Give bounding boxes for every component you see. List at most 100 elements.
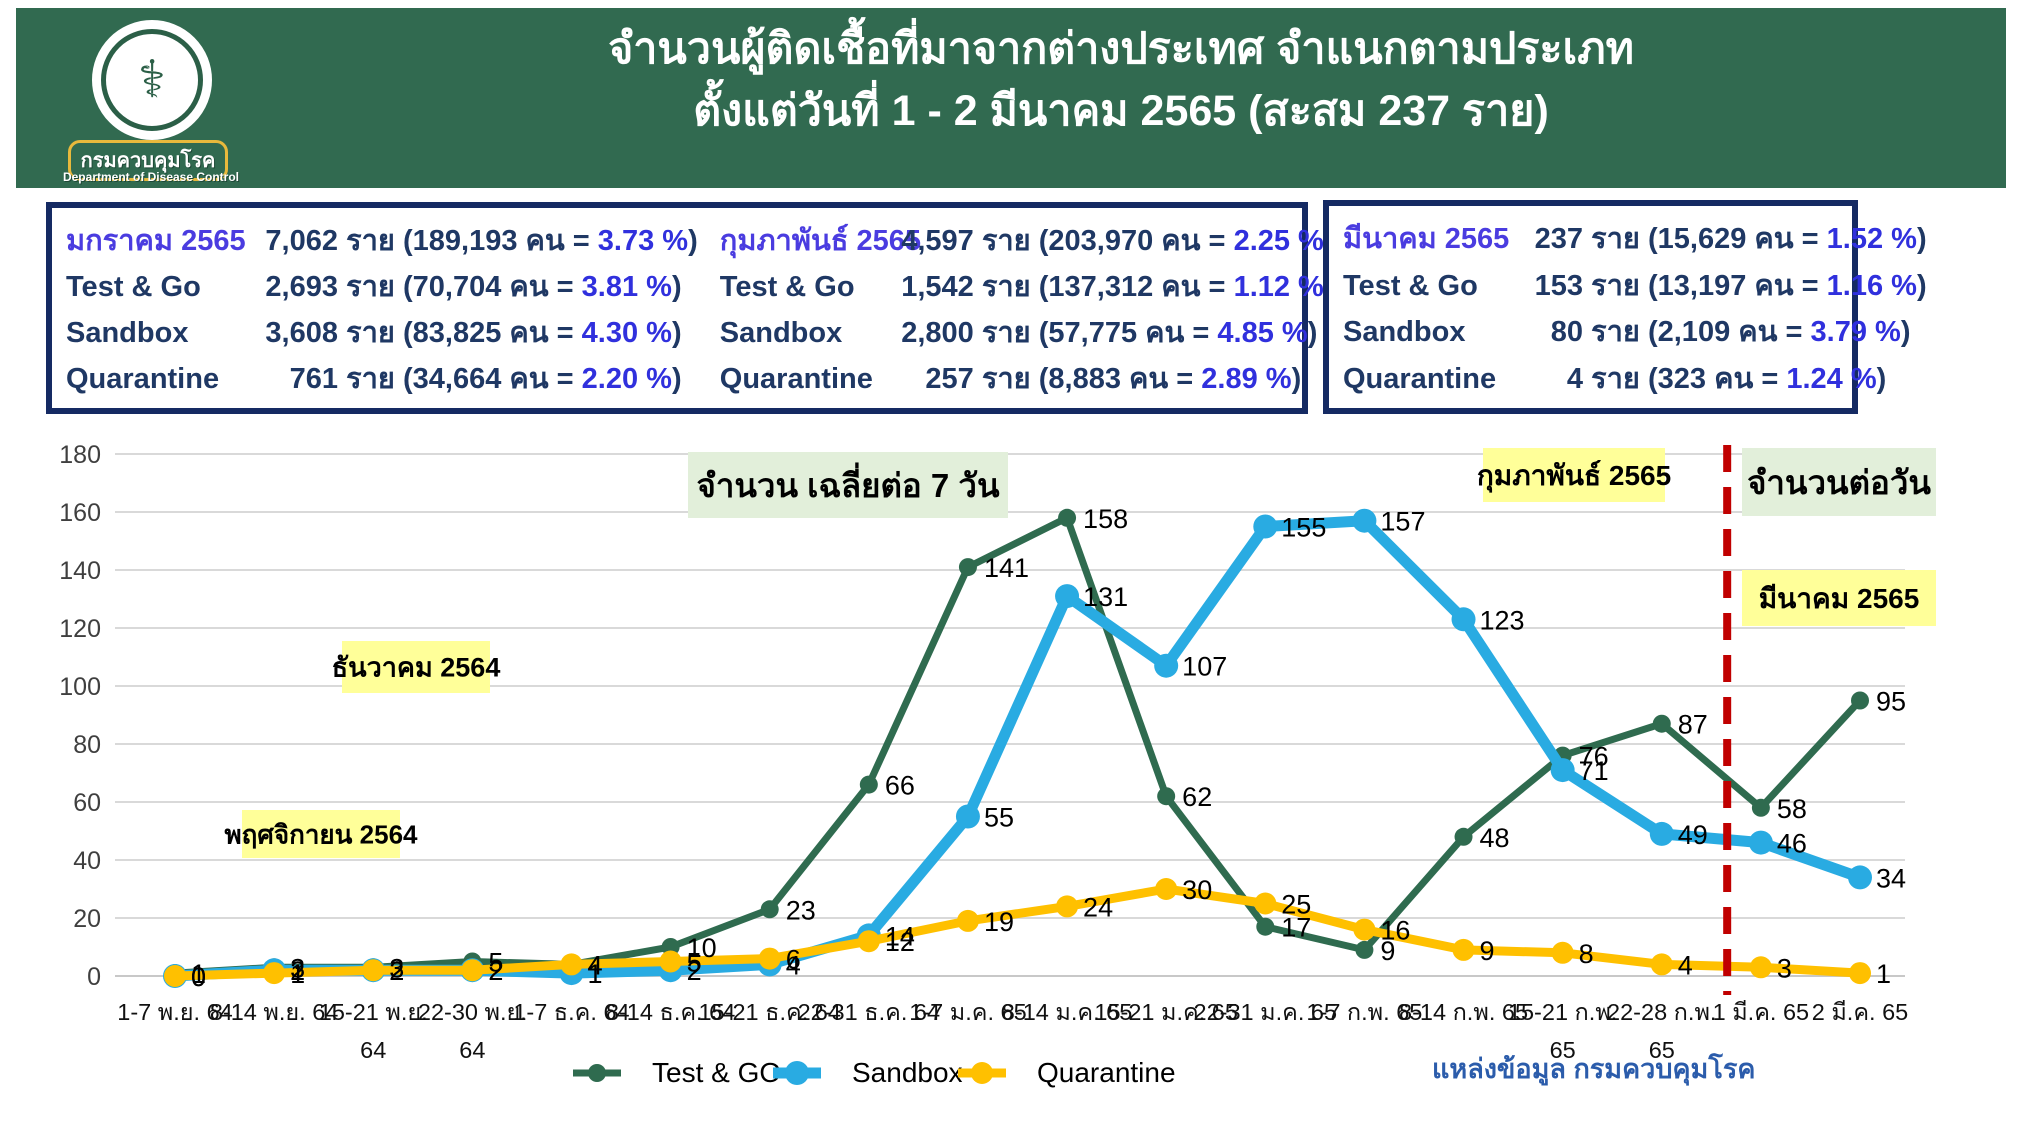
data-label: 9 (1380, 936, 1395, 966)
y-tick-label: 0 (87, 963, 101, 991)
data-point (1749, 956, 1772, 979)
data-label: 8 (1579, 939, 1594, 969)
summary-row: Test & Go1,542 ราย (137,312 คน = 1.12 %) (719, 271, 1334, 303)
x-tick-label: 8-14 ม.ค. 65 (1002, 999, 1133, 1025)
title-line-1: จำนวนผู้ติดเชื้อที่มาจากต่างประเทศ จำแนก… (608, 25, 1634, 73)
series-line-test-go (171, 514, 1864, 977)
data-label: 0 (191, 962, 206, 992)
data-point (164, 965, 186, 987)
data-point (560, 953, 583, 976)
data-point (1154, 653, 1179, 678)
data-point (1851, 691, 1869, 710)
data-label: 10 (687, 933, 717, 963)
data-point (1355, 940, 1374, 959)
data-point (1055, 584, 1080, 609)
y-tick-label: 20 (73, 905, 101, 933)
data-point (263, 962, 286, 985)
data-label: 107 (1182, 652, 1227, 682)
data-label: 14 (885, 921, 915, 951)
annotation-label-mar: มีนาคม 2565 (1759, 583, 1920, 614)
data-point (956, 909, 979, 932)
y-tick-label: 100 (59, 673, 101, 701)
moph-logo: ⚕ กรมควบคุมโรค Department of Disease Con… (56, 12, 246, 188)
data-label: 87 (1678, 710, 1708, 740)
annotation-feb (1483, 448, 1665, 502)
emblem-ring: ⚕ (101, 29, 203, 131)
data-label: 62 (1182, 782, 1212, 812)
header-banner: ⚕ กรมควบคุมโรค Department of Disease Con… (16, 8, 2006, 188)
summary-row: Sandbox 3,608 ราย (83,825 คน = 4.30 %) (66, 317, 682, 349)
data-label: 34 (1876, 863, 1906, 893)
summary-row: Test & Go 2,693 ราย (70,704 คน = 3.81 %) (66, 271, 682, 303)
data-label: 9 (1480, 936, 1495, 966)
data-point (1550, 758, 1575, 783)
summary-box-jan-feb: มกราคม 2565 7,062 ราย (189,193 คน = 3.73 … (46, 202, 1334, 414)
data-label: 25 (1281, 890, 1311, 920)
data-point (1650, 953, 1673, 976)
summary-row: Quarantine 257 ราย (8,883 คน = 2.89 %) (719, 363, 1302, 395)
data-label: 71 (1579, 756, 1609, 786)
page-title: จำนวนผู้ติดเชื้อที่มาจากต่างประเทศ จำแนก… (256, 18, 1986, 142)
x-tick-label: 8-14 ธ.ค. 64 (606, 999, 735, 1025)
data-point (1848, 865, 1872, 890)
x-tick-label-line2: 65 (1649, 1037, 1675, 1063)
annotation-mar (1742, 570, 1936, 626)
data-label: 4 (1678, 950, 1693, 980)
data-label: 1 (290, 959, 305, 989)
y-tick-label: 160 (59, 499, 101, 527)
x-tick-label-line2: 65 (1550, 1037, 1576, 1063)
logo-eng-name: Department of Disease Control (62, 170, 240, 184)
data-point (1155, 878, 1178, 900)
data-label: 16 (1380, 916, 1410, 946)
data-point (1056, 895, 1079, 918)
annotation-label-nov: พฤศจิกายน 2564 (224, 819, 418, 849)
data-label: 2 (687, 956, 702, 986)
data-label: 12 (885, 927, 915, 957)
x-tick-label: 1-7 ม.ค. 65 (909, 999, 1026, 1025)
annotation-dec (342, 641, 490, 693)
data-point (1751, 798, 1770, 817)
x-tick-label: 22-28 ก.พ. (1607, 999, 1716, 1025)
logo-thai-name: กรมควบคุมโรค (68, 140, 228, 181)
y-tick-label: 40 (73, 847, 101, 875)
legend-label: Sandbox (852, 1057, 963, 1088)
summary-box-march: มีนาคม 2565 237 ราย (15,629 คน = 1.52 %) T… (1323, 200, 1927, 414)
data-label: 48 (1480, 823, 1510, 853)
data-point (1652, 714, 1671, 733)
data-label: 30 (1182, 875, 1212, 905)
data-point (1452, 938, 1475, 961)
title-line-2: ตั้งแต่วันที่ 1 - 2 มีนาคม 2565 (สะสม 23… (693, 87, 1549, 135)
annotation-perday (1742, 448, 1936, 516)
summary-column-march: มีนาคม 2565 237 ราย (15,629 คน = 1.52 %) T… (1329, 206, 1927, 408)
summary-row: Sandbox 80 ราย (2,109 คน = 3.79 %) (1343, 316, 1911, 349)
data-label: 66 (885, 771, 915, 801)
data-label: 58 (1777, 794, 1807, 824)
data-label: 76 (1579, 742, 1609, 772)
summary-row: กุมภาพันธ์ 25654,597 ราย (203,970 คน = 2… (719, 225, 1334, 257)
data-point (1058, 508, 1077, 527)
summary-row: Quarantine 761 ราย (34,664 คน = 2.20 %) (66, 363, 682, 395)
legend-label: Test & GO (652, 1057, 781, 1088)
summary-row: Sandbox 2,800 ราย (57,775 คน = 4.85 %) (719, 317, 1318, 349)
series-line-quarantine (170, 884, 1865, 981)
data-point (1157, 787, 1176, 806)
y-tick-label: 80 (73, 731, 101, 759)
data-point (1451, 607, 1476, 632)
data-label: 158 (1083, 504, 1128, 534)
data-label: 6 (786, 945, 801, 975)
data-label: 3 (290, 953, 305, 983)
data-point (1454, 827, 1473, 846)
data-point (758, 947, 781, 970)
x-tick-label: 8-14 พ.ย. 64 (210, 999, 339, 1025)
x-tick-label: 22-30 พ.ย. (418, 999, 527, 1025)
x-tick-label-line2: 64 (459, 1037, 485, 1063)
x-tick-label: 1-7 ธ.ค. 64 (513, 999, 629, 1025)
x-tick-label: 15-21 พ.ย. (319, 999, 428, 1025)
data-label: 19 (984, 907, 1014, 937)
legend-label: Quarantine (1037, 1057, 1176, 1088)
y-tick-label: 140 (59, 557, 101, 585)
data-label: 95 (1876, 687, 1906, 717)
annotation-label-feb: กุมภาพันธ์ 2565 (1477, 460, 1671, 493)
data-label: 1 (191, 959, 206, 989)
